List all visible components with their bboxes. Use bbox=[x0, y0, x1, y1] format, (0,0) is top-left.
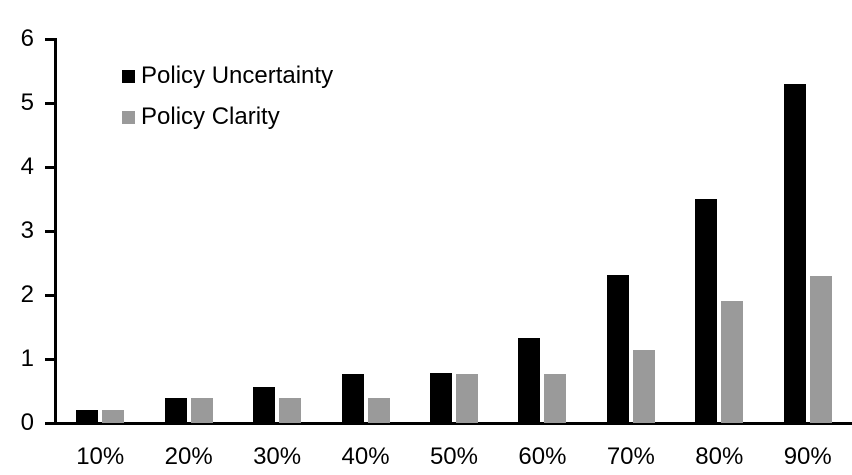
bar-policy-uncertainty bbox=[164, 398, 187, 423]
bar-group-80% bbox=[675, 39, 763, 423]
x-tick-label: 70% bbox=[606, 443, 655, 470]
bar-policy-uncertainty bbox=[606, 275, 629, 423]
bar-policy-uncertainty bbox=[429, 373, 452, 423]
bar-groups bbox=[56, 39, 852, 423]
y-tick-label: 3 bbox=[20, 217, 34, 244]
y-tick-label: 4 bbox=[20, 153, 34, 180]
bar-policy-uncertainty bbox=[783, 83, 806, 423]
bar-policy-clarity bbox=[721, 301, 744, 423]
x-tick-label: 40% bbox=[341, 443, 390, 470]
y-tick-label: 5 bbox=[20, 89, 34, 116]
bar-policy-clarity bbox=[455, 373, 478, 423]
x-tick-label: 80% bbox=[695, 443, 744, 470]
bar-group-50% bbox=[410, 39, 498, 423]
legend-item-policy-clarity: Policy Clarity bbox=[122, 102, 333, 132]
x-tick-label: 30% bbox=[253, 443, 302, 470]
y-tick bbox=[45, 229, 57, 233]
y-tick-label: 2 bbox=[20, 281, 34, 308]
bar-policy-clarity bbox=[632, 350, 655, 423]
legend-swatch-policy-clarity bbox=[122, 110, 135, 124]
bar-policy-uncertainty bbox=[518, 337, 541, 423]
legend: Policy Uncertainty Policy Clarity bbox=[122, 61, 333, 143]
legend-label: Policy Uncertainty bbox=[141, 62, 334, 89]
x-axis-line bbox=[54, 422, 852, 425]
y-tick-label: 6 bbox=[20, 25, 34, 52]
bar-group-40% bbox=[321, 39, 409, 423]
bar-policy-clarity bbox=[544, 373, 567, 423]
y-tick bbox=[45, 101, 57, 105]
bar-policy-uncertainty bbox=[76, 410, 99, 423]
x-tick-label: 10% bbox=[76, 443, 125, 470]
legend-swatch-policy-uncertainty bbox=[122, 69, 135, 83]
y-tick bbox=[45, 421, 57, 425]
y-tick-label: 1 bbox=[20, 345, 34, 372]
legend-label: Policy Clarity bbox=[141, 103, 280, 130]
x-tick-label: 60% bbox=[518, 443, 567, 470]
bar-policy-clarity bbox=[809, 275, 832, 423]
bar-policy-uncertainty bbox=[341, 373, 364, 423]
bar-group-60% bbox=[498, 39, 586, 423]
bar-group-90% bbox=[764, 39, 852, 423]
x-tick-label: 50% bbox=[429, 443, 478, 470]
x-axis-labels: 10% 20% 30% 40% 50% 60% 70% 80% 90% bbox=[56, 443, 852, 471]
y-tick bbox=[45, 165, 57, 169]
plot-area bbox=[56, 39, 852, 423]
x-tick-label: 20% bbox=[164, 443, 213, 470]
bar-policy-clarity bbox=[367, 398, 390, 423]
bar-group-30% bbox=[233, 39, 321, 423]
bar-policy-uncertainty bbox=[253, 386, 276, 423]
bar-group-70% bbox=[587, 39, 675, 423]
bar-group-10% bbox=[56, 39, 144, 423]
bar-policy-clarity bbox=[190, 398, 213, 423]
legend-item-policy-uncertainty: Policy Uncertainty bbox=[122, 61, 333, 91]
bar-group-20% bbox=[144, 39, 232, 423]
y-tick-label: 0 bbox=[20, 409, 34, 436]
bar-policy-uncertainty bbox=[695, 199, 718, 423]
y-axis-line bbox=[54, 39, 57, 425]
y-tick bbox=[45, 37, 57, 41]
bar-policy-clarity bbox=[279, 398, 302, 423]
bar-policy-clarity bbox=[102, 410, 125, 423]
y-tick bbox=[45, 357, 57, 361]
y-tick bbox=[45, 293, 57, 297]
x-tick-label: 90% bbox=[783, 443, 832, 470]
